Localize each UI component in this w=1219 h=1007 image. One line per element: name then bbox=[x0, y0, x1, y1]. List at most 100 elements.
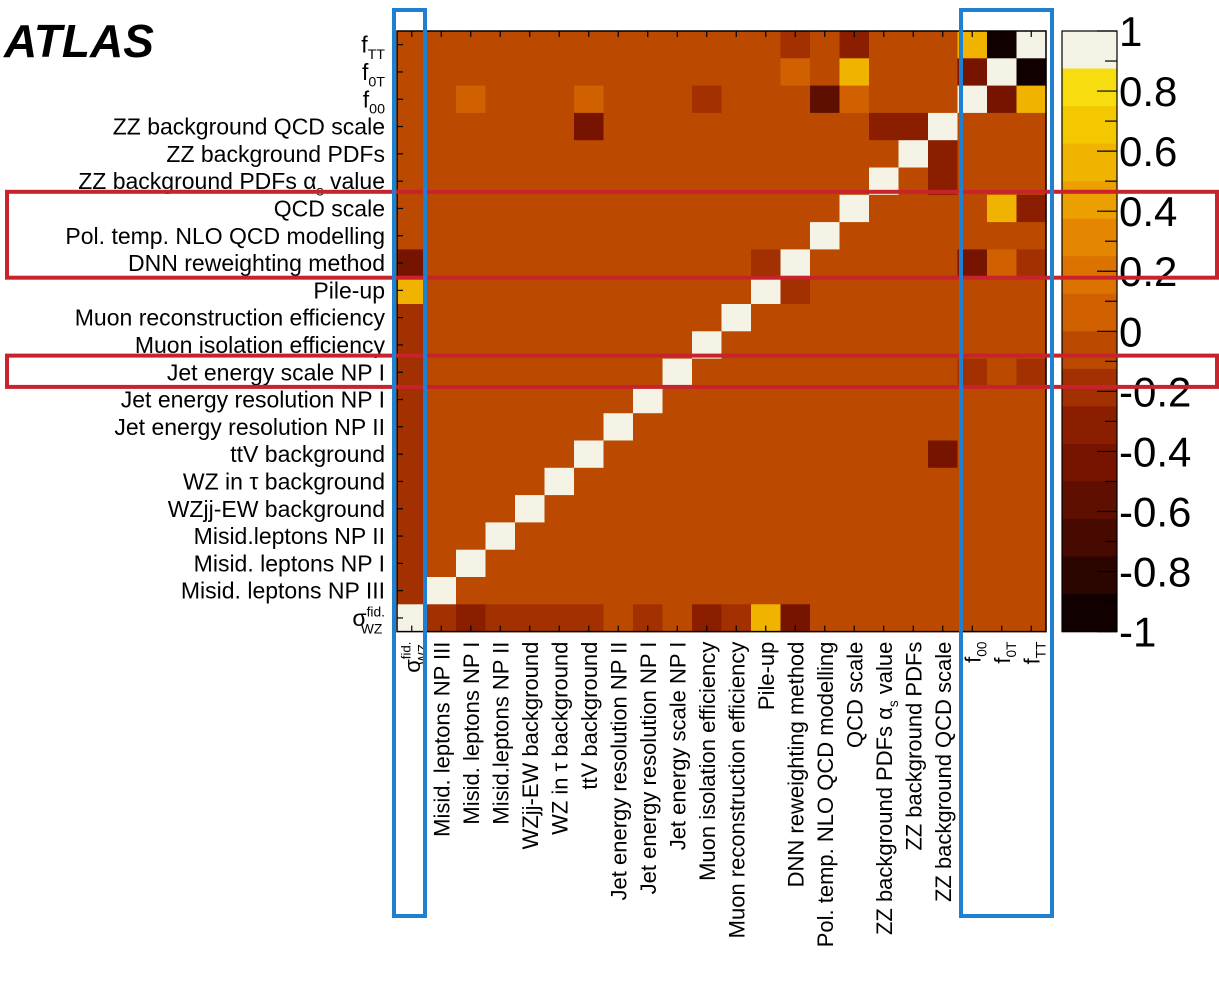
heatmap-cell bbox=[1017, 413, 1047, 441]
heatmap-cell bbox=[486, 386, 516, 414]
heatmap-cell bbox=[545, 277, 575, 305]
heatmap-cell bbox=[515, 140, 545, 168]
heatmap-cell bbox=[427, 413, 457, 441]
heatmap-cell bbox=[427, 441, 457, 469]
heatmap-cell bbox=[633, 277, 663, 305]
heatmap-cell bbox=[427, 304, 457, 332]
row-label: Pile-up bbox=[313, 277, 385, 303]
heatmap-cell bbox=[633, 468, 663, 496]
heatmap-cell bbox=[722, 441, 752, 469]
column-label: ttV background bbox=[577, 642, 602, 790]
heatmap-cell bbox=[810, 522, 840, 550]
heatmap-cell bbox=[781, 577, 811, 605]
heatmap-cell bbox=[810, 113, 840, 141]
heatmap-cell bbox=[840, 304, 870, 332]
heatmap-cell bbox=[869, 58, 899, 86]
heatmap-cell bbox=[486, 86, 516, 114]
heatmap-cell bbox=[456, 195, 486, 223]
heatmap-cell bbox=[663, 113, 693, 141]
heatmap-cell bbox=[456, 495, 486, 523]
heatmap-cell bbox=[751, 468, 781, 496]
heatmap-cell bbox=[810, 577, 840, 605]
colorbar-segment bbox=[1062, 406, 1117, 444]
heatmap-cell bbox=[633, 58, 663, 86]
heatmap-cell bbox=[1017, 359, 1047, 387]
heatmap-cell bbox=[545, 195, 575, 223]
heatmap-cell bbox=[486, 58, 516, 86]
heatmap-cell bbox=[456, 113, 486, 141]
heatmap-cell bbox=[604, 277, 634, 305]
colorbar-label: -0.2 bbox=[1119, 368, 1191, 415]
heatmap-cell bbox=[486, 359, 516, 387]
heatmap-cell bbox=[840, 577, 870, 605]
heatmap-cell bbox=[515, 222, 545, 250]
heatmap-cell bbox=[751, 386, 781, 414]
heatmap-cell bbox=[574, 550, 604, 578]
heatmap-cell bbox=[1017, 304, 1047, 332]
heatmap-cell bbox=[427, 86, 457, 114]
column-label: DNN reweighting method bbox=[783, 642, 808, 888]
heatmap-cell bbox=[604, 441, 634, 469]
heatmap-cell bbox=[604, 522, 634, 550]
heatmap-cell bbox=[515, 58, 545, 86]
heatmap-cell bbox=[486, 577, 516, 605]
heatmap-cell bbox=[545, 86, 575, 114]
atlas-logo: ATLAS bbox=[3, 15, 154, 67]
heatmap-cell bbox=[928, 495, 958, 523]
heatmap-cell bbox=[810, 195, 840, 223]
heatmap-cell bbox=[486, 277, 516, 305]
heatmap-cell bbox=[633, 413, 663, 441]
heatmap-cell bbox=[928, 140, 958, 168]
heatmap-cell bbox=[722, 577, 752, 605]
heatmap-cell bbox=[427, 468, 457, 496]
heatmap-cell bbox=[633, 195, 663, 223]
heatmap-cell bbox=[781, 140, 811, 168]
heatmap-cell bbox=[427, 249, 457, 277]
heatmap-cell bbox=[515, 86, 545, 114]
heatmap-cell bbox=[604, 222, 634, 250]
heatmap-cell bbox=[633, 249, 663, 277]
heatmap-cell bbox=[869, 550, 899, 578]
heatmap-cell bbox=[456, 577, 486, 605]
heatmap-cell bbox=[515, 304, 545, 332]
colorbar-segment bbox=[1062, 294, 1117, 332]
heatmap-cell bbox=[751, 495, 781, 523]
heatmap-cell bbox=[545, 522, 575, 550]
heatmap-cell bbox=[751, 195, 781, 223]
heatmap-cell bbox=[545, 413, 575, 441]
column-label: Muon reconstruction efficiency bbox=[724, 642, 749, 939]
heatmap-cell bbox=[722, 140, 752, 168]
colorbar-segment bbox=[1062, 481, 1117, 519]
heatmap-cell bbox=[456, 58, 486, 86]
heatmap-cell bbox=[515, 386, 545, 414]
heatmap-cell bbox=[751, 522, 781, 550]
heatmap-cell bbox=[928, 522, 958, 550]
heatmap-cell bbox=[810, 386, 840, 414]
colorbar-label: 0 bbox=[1119, 308, 1142, 355]
heatmap-cell bbox=[1017, 550, 1047, 578]
heatmap-cell bbox=[722, 58, 752, 86]
heatmap-cell bbox=[692, 58, 722, 86]
heatmap-cell bbox=[692, 86, 722, 114]
heatmap-cell bbox=[987, 86, 1017, 114]
heatmap-cell bbox=[928, 113, 958, 141]
heatmap-cell bbox=[663, 195, 693, 223]
heatmap-cell bbox=[840, 550, 870, 578]
heatmap-cell bbox=[869, 113, 899, 141]
colorbar-segment bbox=[1062, 144, 1117, 182]
column-label: Pile-up bbox=[754, 642, 779, 710]
colorbar-segment bbox=[1062, 106, 1117, 144]
heatmap-cell bbox=[663, 413, 693, 441]
heatmap-cell bbox=[781, 386, 811, 414]
heatmap-cell bbox=[1017, 386, 1047, 414]
heatmap-cell bbox=[751, 359, 781, 387]
heatmap-cell bbox=[810, 441, 840, 469]
heatmap-cell bbox=[486, 522, 516, 550]
heatmap-cell bbox=[987, 277, 1017, 305]
heatmap-cell bbox=[869, 249, 899, 277]
row-label: WZ in τ background bbox=[183, 468, 385, 494]
heatmap-cell bbox=[781, 113, 811, 141]
heatmap-cell bbox=[781, 468, 811, 496]
heatmap-cell bbox=[928, 222, 958, 250]
heatmap-cell bbox=[692, 222, 722, 250]
